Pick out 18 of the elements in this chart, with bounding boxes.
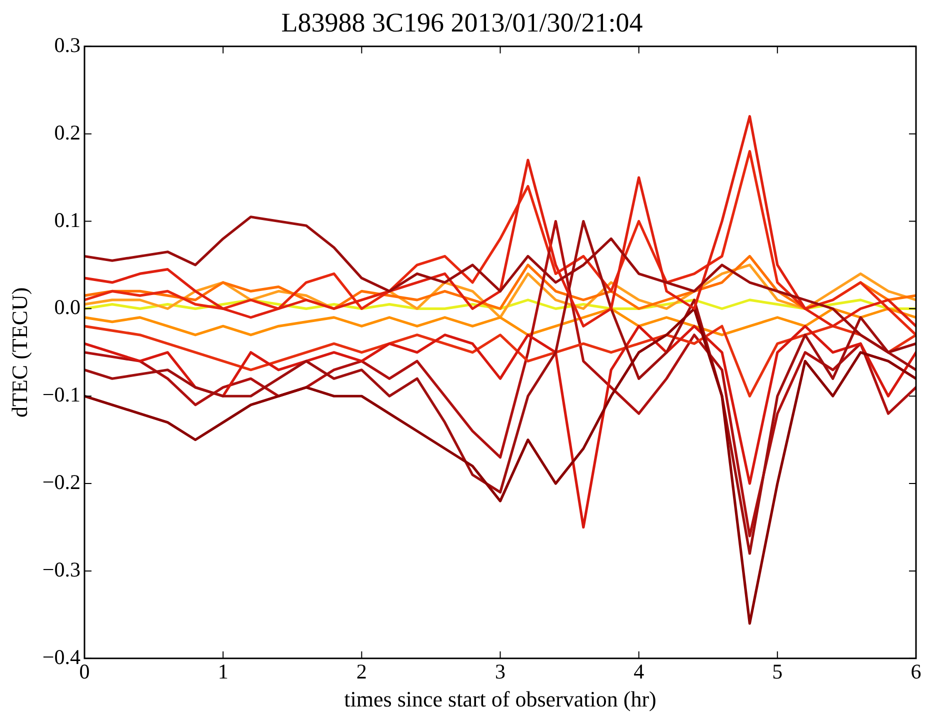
y-tick-label: 0.0 [54, 295, 80, 320]
x-tick-label: 3 [494, 660, 506, 684]
y-tick-label: −0.1 [42, 382, 80, 407]
y-axis-title: dTEC (TECU) [6, 287, 32, 418]
x-axis-title: times since start of observation (hr) [344, 686, 656, 712]
x-tick-label: 6 [910, 660, 922, 684]
x-tick-label: 2 [356, 660, 367, 684]
y-tick-label: −0.3 [42, 557, 80, 582]
x-tick-label: 0 [79, 660, 90, 684]
x-tick-label: 4 [634, 660, 645, 684]
x-tick-label: 1 [218, 660, 228, 684]
y-tick-label: 0.3 [54, 32, 80, 57]
y-tick-label: 0.2 [54, 120, 80, 144]
chart-title: L83988 3C196 2013/01/30/21:04 [281, 7, 644, 38]
y-tick-label: 0.1 [54, 208, 80, 232]
y-tick-label: −0.4 [42, 644, 81, 669]
x-tick-label: 5 [772, 660, 783, 684]
y-tick-label: −0.2 [42, 470, 80, 494]
